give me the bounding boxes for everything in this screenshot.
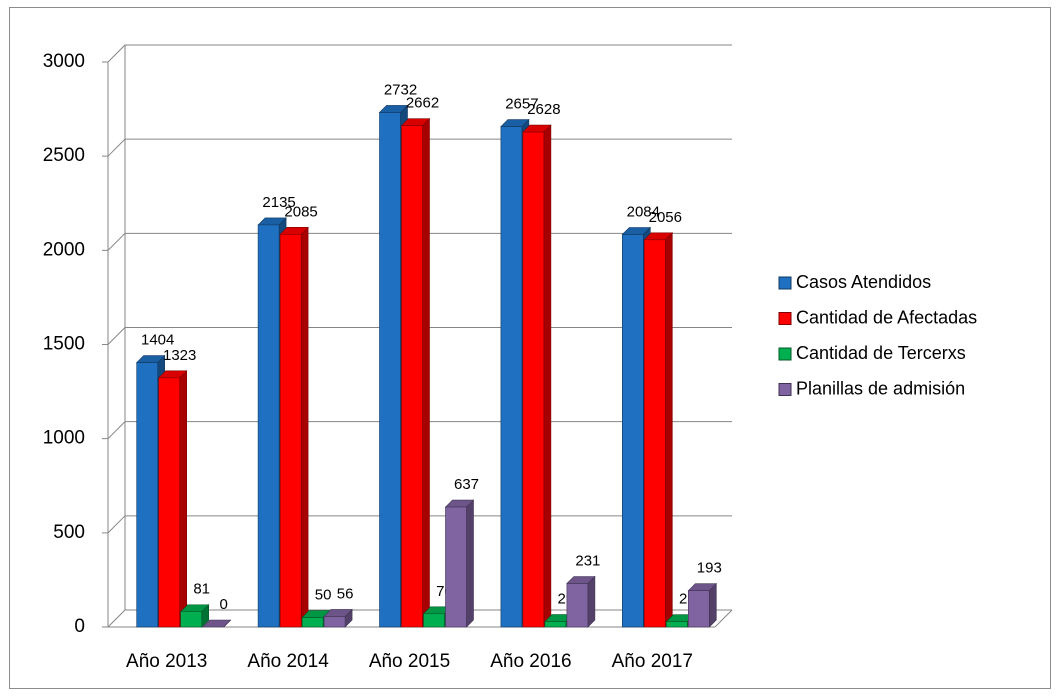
x-tick-label: Año 2016 <box>490 651 571 672</box>
data-label: 193 <box>697 560 722 577</box>
data-label: 2662 <box>406 95 439 112</box>
bar <box>687 590 710 628</box>
bar-side <box>422 117 430 628</box>
data-label: 0 <box>220 596 228 613</box>
legend-swatch <box>778 276 792 290</box>
data-label: 1323 <box>163 347 196 364</box>
y-tick-label: 1500 <box>43 334 85 355</box>
y-tick-label: 1000 <box>43 428 85 449</box>
bar <box>544 621 567 628</box>
data-label: 231 <box>575 552 600 569</box>
bar-side <box>708 582 717 628</box>
bar-side <box>179 370 187 628</box>
legend-swatch <box>778 312 792 325</box>
legend-swatch <box>778 347 792 361</box>
data-label: 2084 <box>627 203 660 220</box>
bar <box>423 613 445 628</box>
bar <box>500 126 523 628</box>
legend-label: Casos Atendidos <box>796 272 931 292</box>
bar-side <box>587 575 596 628</box>
bar <box>379 112 401 628</box>
bar-side <box>466 499 474 628</box>
x-tick-label: Año 2017 <box>612 651 693 672</box>
bar <box>445 506 467 628</box>
data-label: 2085 <box>284 203 317 220</box>
bar <box>643 239 666 628</box>
y-tick-label: 500 <box>53 522 85 543</box>
legend-label: Planillas de admisión <box>796 378 965 398</box>
bar <box>522 131 545 628</box>
bar-top <box>201 619 232 628</box>
y-tick-label: 3000 <box>43 51 85 72</box>
legend-swatch <box>778 383 792 396</box>
bar <box>279 234 302 628</box>
x-tick-label: Año 2013 <box>126 651 207 672</box>
bar <box>621 234 644 628</box>
x-tick-label: Año 2015 <box>369 651 450 672</box>
data-label: 2657 <box>505 96 538 113</box>
bar <box>158 377 180 628</box>
floor-line <box>714 609 733 628</box>
y-tick-label: 2500 <box>43 145 85 166</box>
bar <box>180 611 202 628</box>
bar-side <box>664 232 673 628</box>
bar <box>323 616 346 628</box>
legend-label: Cantidad de Afectadas <box>796 307 977 327</box>
legend-label: Cantidad de Tercerxs <box>796 343 966 363</box>
data-label: 2628 <box>527 101 560 118</box>
data-label: 56 <box>337 585 354 602</box>
x-tick-label: Año 2014 <box>247 651 329 672</box>
data-label: 2135 <box>262 194 295 211</box>
bar-side <box>543 124 552 628</box>
bar <box>665 621 688 628</box>
bar <box>301 617 324 628</box>
grid-line <box>102 44 732 63</box>
bar <box>566 583 589 628</box>
data-label: 1404 <box>141 332 174 349</box>
data-label: 2056 <box>649 209 682 226</box>
data-label: 637 <box>454 476 479 493</box>
bar <box>401 125 423 628</box>
data-label: 2732 <box>384 81 417 98</box>
bar <box>257 224 280 628</box>
data-label: 81 <box>193 581 210 598</box>
y-tick-label: 2000 <box>43 239 85 260</box>
y-tick-label: 0 <box>74 616 85 637</box>
data-label: 50 <box>315 587 332 604</box>
bar <box>136 362 158 628</box>
bar-side <box>300 226 309 628</box>
